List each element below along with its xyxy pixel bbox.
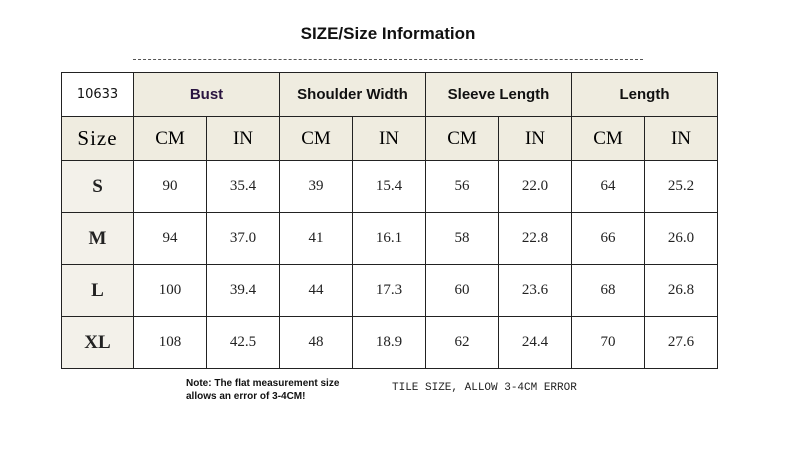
unit-header: IN [352, 116, 426, 161]
size-cell: L [61, 264, 134, 317]
value-cell: 39 [279, 160, 353, 213]
group-header: Shoulder Width [279, 72, 426, 117]
unit-header: CM [425, 116, 499, 161]
value-cell: 15.4 [352, 160, 426, 213]
value-cell: 16.1 [352, 212, 426, 265]
value-cell: 48 [279, 316, 353, 369]
value-cell: 108 [133, 316, 207, 369]
value-cell: 26.8 [644, 264, 718, 317]
data-row: L 100 39.4 44 17.3 60 23.6 68 26.8 [61, 264, 718, 317]
value-cell: 94 [133, 212, 207, 265]
value-cell: 22.0 [498, 160, 572, 213]
unit-header: IN [498, 116, 572, 161]
group-header: Bust [133, 72, 280, 117]
note-line: Note: The flat measurement size [186, 378, 340, 389]
value-cell: 60 [425, 264, 499, 317]
data-row: M 94 37.0 41 16.1 58 22.8 66 26.0 [61, 212, 718, 265]
value-cell: 23.6 [498, 264, 572, 317]
value-cell: 42.5 [206, 316, 280, 369]
value-cell: 44 [279, 264, 353, 317]
tile-note: TILE SIZE, ALLOW 3-4CM ERROR [392, 382, 577, 394]
size-table: 10633 Bust Shoulder Width Sleeve Length Leng… [61, 72, 718, 369]
value-cell: 37.0 [206, 212, 280, 265]
value-cell: 56 [425, 160, 499, 213]
value-cell: 58 [425, 212, 499, 265]
dashed-rule [133, 59, 643, 60]
value-cell: 70 [571, 316, 645, 369]
size-header: Size [61, 116, 134, 161]
value-cell: 24.4 [498, 316, 572, 369]
style-id: 10633 [61, 72, 134, 117]
size-cell: S [61, 160, 134, 213]
value-cell: 64 [571, 160, 645, 213]
unit-header: IN [206, 116, 280, 161]
value-cell: 100 [133, 264, 207, 317]
header-row: Size CM IN CM IN CM IN CM IN [61, 116, 718, 161]
note: Note: The flat measurement size allows a… [186, 377, 339, 403]
note-line: allows an error of 3-4CM! [186, 391, 306, 402]
value-cell: 22.8 [498, 212, 572, 265]
data-row: S 90 35.4 39 15.4 56 22.0 64 25.2 [61, 160, 718, 213]
unit-header: CM [571, 116, 645, 161]
unit-header: CM [279, 116, 353, 161]
value-cell: 17.3 [352, 264, 426, 317]
title: SIZE/Size Information [300, 24, 476, 43]
value-cell: 90 [133, 160, 207, 213]
group-header: Sleeve Length [425, 72, 572, 117]
size-cell: M [61, 212, 134, 265]
unit-header: IN [644, 116, 718, 161]
unit-header: CM [133, 116, 207, 161]
value-cell: 27.6 [644, 316, 718, 369]
data-row: XL 108 42.5 48 18.9 62 24.4 70 27.6 [61, 316, 718, 369]
group-header: Length [571, 72, 718, 117]
value-cell: 25.2 [644, 160, 718, 213]
value-cell: 35.4 [206, 160, 280, 213]
size-cell: XL [61, 316, 134, 369]
value-cell: 68 [571, 264, 645, 317]
value-cell: 66 [571, 212, 645, 265]
value-cell: 39.4 [206, 264, 280, 317]
value-cell: 26.0 [644, 212, 718, 265]
value-cell: 62 [425, 316, 499, 369]
header-row: 10633 Bust Shoulder Width Sleeve Length Leng… [61, 72, 718, 117]
value-cell: 41 [279, 212, 353, 265]
value-cell: 18.9 [352, 316, 426, 369]
